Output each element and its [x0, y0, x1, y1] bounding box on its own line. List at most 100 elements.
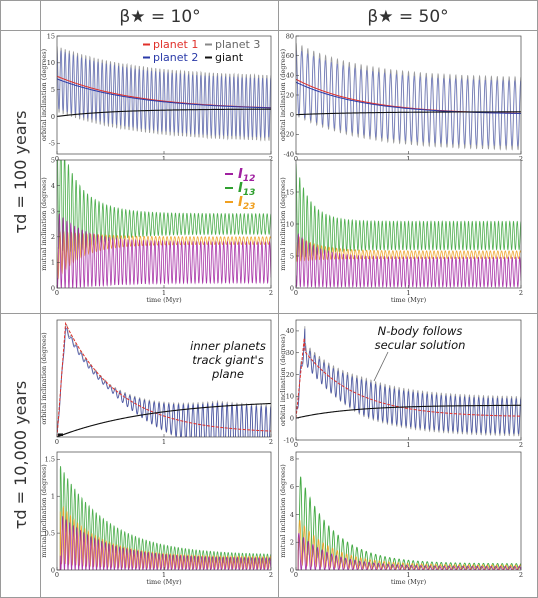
y-axis-label: mutual inclination (degrees): [279, 177, 287, 271]
y-tick-label: 1.5: [45, 456, 55, 464]
panel-tau100-beta10-mutual: 0 1 2 0 1 2 3 4 5 time (Myr) mutual inclination (d…: [40, 156, 273, 304]
y-tick-label: 80: [286, 32, 294, 40]
x-tick-label: 2: [519, 155, 523, 163]
y-tick-label: 4: [51, 182, 55, 190]
y-tick-label: 15: [47, 32, 55, 40]
panel-plot-area: [57, 46, 271, 142]
y-tick-label: 20: [286, 371, 294, 379]
y-tick-label: 20: [286, 91, 294, 99]
x-axis-label: time (Myr): [146, 296, 182, 304]
x-tick-label: 1: [162, 289, 166, 297]
series-line-planet-3: [296, 326, 521, 437]
annotation-pointer: [373, 351, 389, 382]
series-line-I13: [57, 466, 271, 570]
x-tick-label: 2: [519, 441, 523, 449]
series-line-I13: [296, 163, 521, 258]
panel-plot-area: [296, 326, 521, 437]
series-line-I12: [296, 233, 521, 288]
y-tick-label: 3: [51, 208, 55, 216]
y-tick-label: 1: [51, 259, 55, 267]
series-line-giant: [57, 108, 271, 117]
x-tick-label: 2: [269, 155, 273, 163]
x-tick-label: 2: [269, 289, 273, 297]
x-tick-label: 1: [162, 438, 166, 446]
y-tick-label: 0: [51, 284, 55, 292]
series-line-planet-2: [57, 50, 271, 139]
y-tick-label: 0.5: [45, 529, 55, 537]
x-tick-label: 2: [519, 571, 523, 579]
y-tick-label: 2: [290, 539, 294, 547]
series-line-planet-2: [296, 49, 521, 148]
y-tick-label: -10: [284, 436, 294, 444]
panel-tau10000-beta10-mutual: 0 1 2 0 0.5 1 1.5 time (Myr) mutual inclination …: [40, 451, 273, 586]
panel-plot-area: [296, 163, 521, 288]
x-tick-label: 0: [294, 571, 298, 579]
series-line-planet-1-mean: [57, 321, 271, 437]
y-tick-label: 40: [286, 327, 294, 335]
panel-plot-area: [296, 42, 521, 151]
y-tick-label: 15: [286, 188, 294, 196]
series-line-I23: [296, 236, 521, 263]
annotation-line: N-body follows: [378, 324, 463, 338]
y-tick-label: 0: [290, 566, 294, 574]
x-axis-label: time (Myr): [146, 578, 182, 586]
series-line-giant: [296, 111, 521, 116]
series-line-giant: [296, 404, 521, 419]
annotation-line: secular solution: [375, 338, 466, 352]
series-line-I23: [296, 519, 521, 570]
legend-label-planet-2: planet 2: [153, 51, 198, 64]
series-line-planet-2-mean: [296, 81, 521, 115]
x-tick-label: 0: [294, 155, 298, 163]
x-axis-label: time (Myr): [391, 578, 427, 586]
y-tick-label: 5: [51, 156, 55, 164]
annotation-line: inner planets: [190, 339, 266, 353]
column-header-beta-50: β★ = 50°: [367, 7, 448, 27]
y-axis-label: mutual inclination (degrees): [40, 464, 48, 558]
x-tick-label: 1: [406, 155, 410, 163]
y-axis-label: orbital inclination (degrees): [279, 48, 287, 141]
y-tick-label: -40: [284, 150, 294, 158]
panel-background: [57, 320, 271, 437]
y-tick-label: 10: [286, 220, 294, 228]
y-tick-label: 0: [290, 111, 294, 119]
panel-plot-area: [57, 160, 271, 288]
x-tick-label: 0: [55, 438, 59, 446]
series-line-planet-2: [296, 328, 521, 435]
series-line-I13: [57, 160, 271, 253]
panel-background: [296, 320, 521, 440]
y-tick-label: 10: [47, 59, 55, 67]
y-tick-label: 0: [290, 284, 294, 292]
series-line-planet-1-mean: [296, 338, 521, 419]
y-tick-label: 1: [51, 493, 55, 501]
initial-cluster-marker: [58, 433, 63, 436]
series-line-I12: [57, 213, 271, 288]
x-axis-label: time (Myr): [391, 296, 427, 304]
series-line-I13: [296, 476, 521, 570]
y-axis-label: mutual inclination (degrees): [40, 177, 48, 271]
annotation-line: track giant's: [192, 353, 263, 367]
legend-label-planet-1: planet 1: [153, 38, 198, 51]
y-tick-label: 2: [51, 233, 55, 241]
series-line-planet-2-mean: [57, 78, 271, 109]
x-tick-label: 2: [269, 571, 273, 579]
x-tick-label: 1: [406, 441, 410, 449]
legend-label-giant: giant: [215, 51, 244, 64]
panel-tau10000-beta10-orbital: 0 1 2 orbital inclination (degrees): [40, 319, 273, 446]
y-tick-label: 5: [51, 86, 55, 94]
series-line-I23: [57, 505, 271, 570]
x-tick-label: 0: [55, 289, 59, 297]
y-tick-label: -20: [284, 131, 294, 139]
y-tick-label: 8: [290, 455, 294, 463]
row-header-tau-100: τd = 100 years: [11, 110, 30, 233]
column-header-beta-10: β★ = 10°: [119, 7, 200, 27]
x-tick-label: 1: [406, 289, 410, 297]
y-axis-label: orbital inclination (degrees): [40, 48, 48, 141]
x-tick-label: 0: [294, 289, 298, 297]
panel-plot-area: [57, 321, 271, 437]
